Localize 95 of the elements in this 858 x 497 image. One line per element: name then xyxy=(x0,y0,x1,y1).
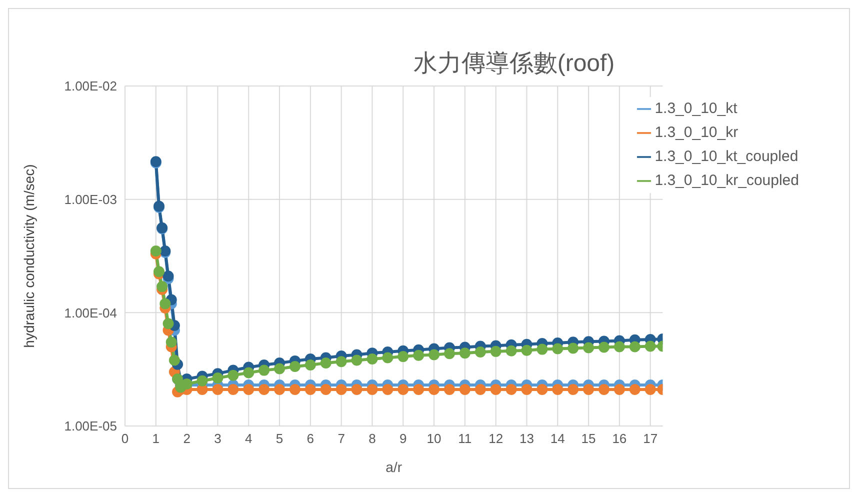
x-tick-label: 10 xyxy=(426,431,442,446)
point xyxy=(506,384,517,395)
x-tick-label: 5 xyxy=(276,431,284,446)
point xyxy=(444,348,455,360)
point xyxy=(243,367,254,378)
point xyxy=(162,318,174,330)
point xyxy=(428,384,440,395)
y-tick-label: 1.00E-04 xyxy=(64,305,117,320)
x-tick-label: 7 xyxy=(338,431,345,446)
point xyxy=(366,384,378,395)
point xyxy=(428,349,440,360)
point xyxy=(459,348,470,359)
x-tick-label: 9 xyxy=(400,431,407,446)
point xyxy=(351,354,362,366)
point xyxy=(196,375,208,386)
point xyxy=(598,384,610,395)
point xyxy=(351,384,362,395)
point xyxy=(243,384,254,395)
point xyxy=(629,341,640,352)
point xyxy=(474,346,486,358)
x-tick-label: 8 xyxy=(368,431,376,446)
legend-label: 1.3_0_10_kt_coupled xyxy=(654,148,798,165)
point xyxy=(490,384,502,395)
point xyxy=(521,344,532,356)
point xyxy=(398,351,409,362)
point xyxy=(366,354,378,365)
point xyxy=(336,384,347,395)
point xyxy=(536,344,548,355)
point xyxy=(382,384,394,395)
point xyxy=(552,384,564,395)
point xyxy=(568,342,579,354)
point xyxy=(644,340,656,352)
point xyxy=(156,281,168,292)
point xyxy=(614,341,625,352)
legend-label: 1.3_0_10_kr xyxy=(654,124,738,141)
point xyxy=(320,384,332,395)
x-axis-title: a/r xyxy=(386,459,402,475)
point xyxy=(583,384,594,395)
point xyxy=(162,270,174,282)
x-tick-label: 6 xyxy=(306,431,314,446)
x-tick-label: 4 xyxy=(244,431,252,446)
y-tick-label: 1.00E-03 xyxy=(64,192,117,207)
point xyxy=(413,384,424,395)
point xyxy=(258,364,270,376)
point xyxy=(629,384,640,395)
point xyxy=(274,384,286,395)
point xyxy=(258,384,270,395)
point xyxy=(336,356,347,368)
x-tick-label: 11 xyxy=(458,431,472,446)
point xyxy=(474,384,486,395)
y-tick-label: 1.00E-05 xyxy=(64,418,117,434)
legend-label: 1.3_0_10_kt xyxy=(654,100,738,117)
point xyxy=(212,384,224,395)
point xyxy=(304,360,316,371)
point xyxy=(413,350,424,361)
point xyxy=(444,384,455,395)
x-tick-label: 13 xyxy=(520,431,534,446)
x-tick-label: 0 xyxy=(121,431,129,446)
point xyxy=(398,384,409,395)
point xyxy=(274,363,286,374)
x-tick-label: 17 xyxy=(643,431,658,446)
x-tick-label: 16 xyxy=(612,431,627,446)
point xyxy=(583,342,594,354)
point xyxy=(289,384,300,395)
point xyxy=(228,384,239,395)
point xyxy=(490,346,502,357)
point xyxy=(459,384,470,395)
point xyxy=(228,370,239,381)
point xyxy=(304,384,316,395)
point xyxy=(150,246,162,257)
x-tick-label: 3 xyxy=(214,431,222,446)
point xyxy=(506,345,517,356)
point xyxy=(320,357,332,368)
x-tick-label: 12 xyxy=(488,431,504,446)
point xyxy=(160,298,171,310)
point xyxy=(168,354,180,366)
point xyxy=(614,384,625,395)
x-tick-label: 14 xyxy=(550,431,565,446)
chart-title: 水力傳導係數(roof) xyxy=(412,49,616,79)
x-tick-label: 1 xyxy=(152,431,160,446)
x-tick-label: 2 xyxy=(183,431,190,446)
point xyxy=(521,384,532,395)
y-axis-title: hydraulic conductivity (m/sec) xyxy=(20,164,37,348)
y-tick-label: 1.00E-02 xyxy=(64,78,117,94)
point xyxy=(536,384,548,395)
point xyxy=(644,384,656,395)
point xyxy=(382,352,394,364)
point xyxy=(166,336,177,348)
point xyxy=(598,342,610,353)
point xyxy=(212,372,224,384)
legend-label: 1.3_0_10_kr_coupled xyxy=(654,172,799,189)
point xyxy=(289,360,300,372)
point xyxy=(552,343,564,354)
point xyxy=(568,384,579,395)
x-tick-label: 15 xyxy=(581,431,596,446)
